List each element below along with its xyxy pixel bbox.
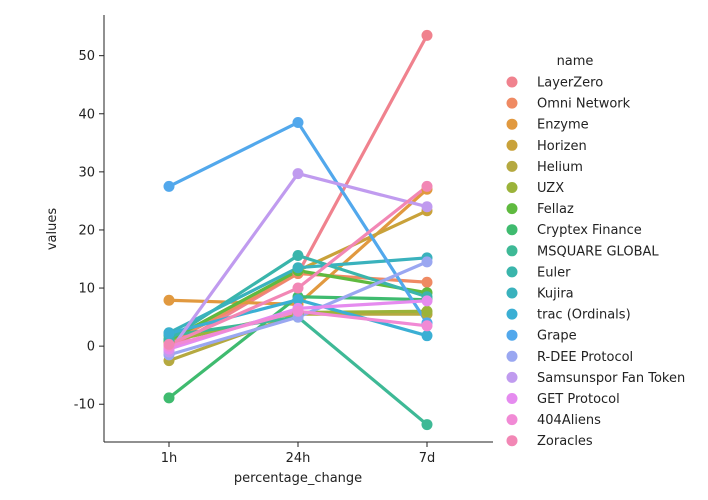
legend-marker xyxy=(506,97,518,109)
data-point xyxy=(163,392,175,404)
data-point xyxy=(163,327,175,339)
data-point xyxy=(163,294,175,306)
legend-marker xyxy=(506,139,518,151)
legend-marker xyxy=(506,308,518,320)
plot-lines xyxy=(167,34,429,426)
data-point xyxy=(421,256,433,268)
legend-label: UZX xyxy=(537,181,564,196)
data-point xyxy=(292,294,304,306)
y-tick-label: 50 xyxy=(78,49,95,64)
legend-title: name xyxy=(557,54,594,69)
legend-marker xyxy=(506,182,518,193)
data-point xyxy=(421,276,433,288)
data-point xyxy=(292,116,304,128)
legend-label: Enzyme xyxy=(537,118,589,133)
legend-label: R-DEE Protocol xyxy=(537,350,633,365)
legend-marker xyxy=(506,203,518,215)
legend-marker xyxy=(506,266,518,278)
y-tick-label: 20 xyxy=(78,223,95,238)
legend-label: MSQUARE GLOBAL xyxy=(537,244,659,259)
legend-label: Omni Network xyxy=(537,97,631,112)
data-point xyxy=(421,29,433,41)
legend-label: 404Aliens xyxy=(537,413,601,428)
data-point xyxy=(292,305,304,317)
legend-marker xyxy=(506,118,518,130)
legend-marker xyxy=(506,76,518,88)
data-point xyxy=(421,201,433,213)
data-point xyxy=(421,305,433,317)
legend: name LayerZero Omni Network Enzyme Horizen H… xyxy=(506,54,685,449)
y-tick-label: 0 xyxy=(87,340,95,355)
data-point xyxy=(421,320,433,332)
data-point xyxy=(163,180,175,192)
x-axis-label: percentage_change xyxy=(234,471,362,486)
data-point xyxy=(421,419,433,431)
legend-label: LayerZero xyxy=(537,76,603,91)
y-tick-label: 30 xyxy=(78,165,95,180)
data-point xyxy=(421,180,433,192)
data-point xyxy=(421,295,433,307)
legend-label: Horizen xyxy=(537,139,587,154)
legend-marker xyxy=(506,393,518,404)
data-point xyxy=(292,250,304,262)
legend-label: Kujira xyxy=(537,287,574,302)
axes: -10 0 10 20 30 40 50 1h 24h 7d xyxy=(74,15,493,466)
legend-label: Grape xyxy=(537,329,577,344)
legend-label: trac (Ordinals) xyxy=(537,308,631,323)
legend-label: Samsunspor Fan Token xyxy=(537,371,685,386)
legend-label: Zoracles xyxy=(537,434,593,449)
data-point xyxy=(292,282,304,294)
y-tick-label: 10 xyxy=(78,282,95,297)
legend-marker xyxy=(506,160,518,172)
legend-label: Fellaz xyxy=(537,202,574,217)
x-tick-label: 7d xyxy=(419,451,436,466)
legend-marker xyxy=(506,350,518,362)
legend-marker xyxy=(506,435,518,447)
legend-label: Helium xyxy=(537,160,583,175)
y-tick-label: -10 xyxy=(74,398,95,413)
data-point xyxy=(421,330,433,342)
y-axis-label: values xyxy=(45,208,60,251)
data-point xyxy=(292,168,304,180)
x-tick-label: 24h xyxy=(286,451,311,466)
legend-label: Cryptex Finance xyxy=(537,223,642,238)
data-point xyxy=(292,262,304,274)
legend-marker xyxy=(506,371,518,383)
legend-label: Euler xyxy=(537,265,571,280)
legend-marker xyxy=(506,414,518,426)
legend-items: LayerZero Omni Network Enzyme Horizen Helium… xyxy=(506,76,685,449)
legend-marker xyxy=(506,287,518,299)
legend-marker xyxy=(506,329,518,341)
legend-marker xyxy=(506,245,518,257)
legend-label: GET Protocol xyxy=(537,392,620,407)
y-tick-label: 40 xyxy=(78,107,95,122)
legend-marker xyxy=(506,224,518,236)
data-point xyxy=(163,338,175,350)
plot-points xyxy=(163,29,433,431)
x-tick-label: 1h xyxy=(161,451,178,466)
